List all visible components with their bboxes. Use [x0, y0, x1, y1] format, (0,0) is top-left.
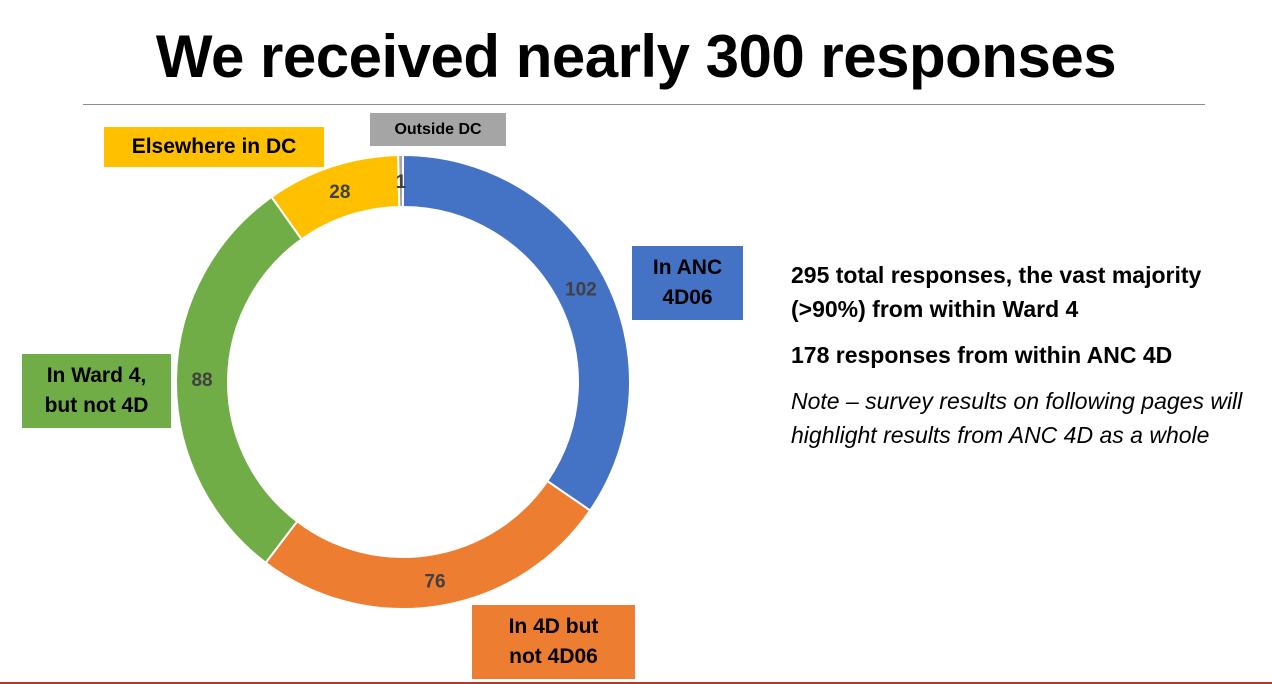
legend-label-anc-4d06: In ANC 4D06	[632, 246, 743, 320]
legend-label-4d-not-4d06: In 4D but not 4D06	[472, 605, 635, 679]
data-label-0: 102	[565, 279, 597, 300]
legend-label-elsewhere-dc: Elsewhere in DC	[104, 127, 324, 167]
label-line: Outside DC	[394, 120, 482, 138]
summary-anc4d: 178 responses from within ANC 4D	[791, 342, 1173, 368]
label-line: In Ward 4,	[46, 364, 147, 387]
summary-note: Note – survey results on following pages…	[791, 388, 1243, 448]
label-line: 4D06	[662, 286, 713, 309]
data-label-2: 88	[191, 370, 212, 391]
data-label-1: 76	[424, 571, 445, 592]
legend-label-outside-dc: Outside DC	[370, 113, 506, 146]
summary-panel: 295 total responses, the vast majority (…	[791, 258, 1261, 464]
label-line: not 4D06	[509, 645, 598, 668]
data-label-4: 1	[396, 172, 407, 193]
label-line: In 4D but	[508, 615, 599, 638]
label-line: Elsewhere in DC	[131, 135, 297, 158]
data-label-3: 28	[329, 182, 350, 203]
legend-label-ward4-not-4d: In Ward 4, but not 4D	[22, 354, 171, 428]
label-line: In ANC	[652, 256, 723, 279]
title-divider	[83, 104, 1205, 105]
label-line: but not 4D	[44, 394, 149, 417]
bottom-accent-line	[0, 682, 1272, 684]
summary-total: 295 total responses, the vast majority (…	[791, 262, 1202, 322]
donut-slice-0	[402, 153, 631, 512]
page-title: We received nearly 300 responses	[155, 23, 1117, 90]
donut-slice-4	[397, 153, 404, 209]
